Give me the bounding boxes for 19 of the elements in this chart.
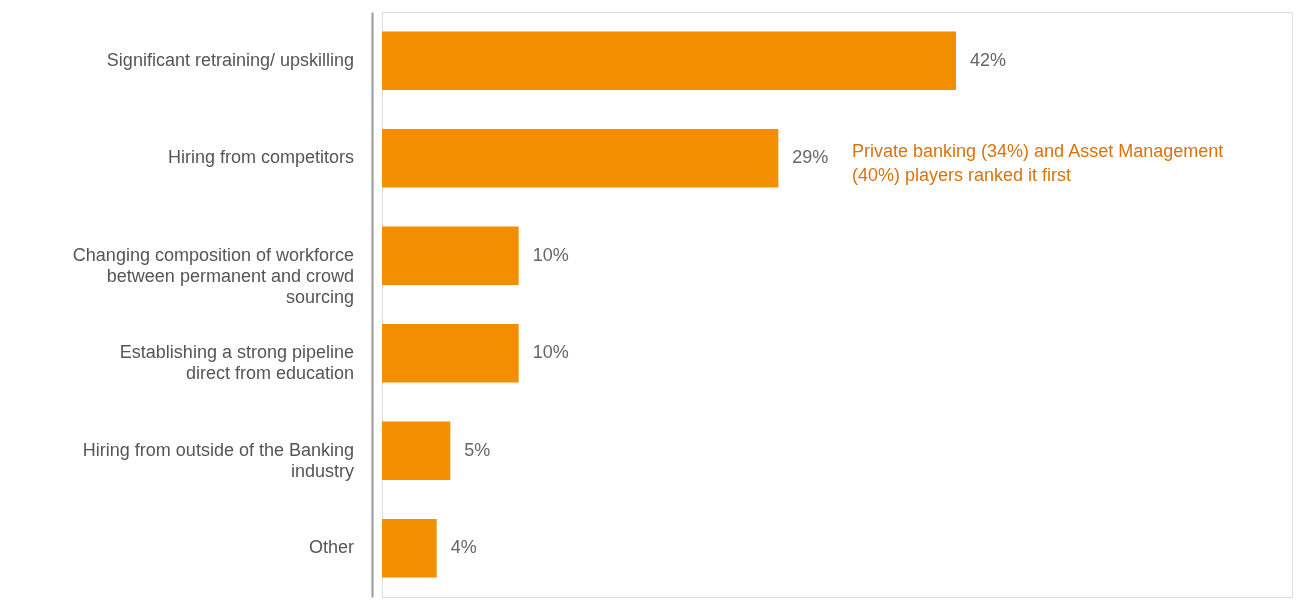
data-label: 42%	[970, 49, 1007, 70]
data-label: 5%	[464, 439, 491, 460]
y-tick-label: Hiring from competitors	[167, 147, 354, 168]
y-tick-label: Significant retraining/ upskilling	[106, 49, 354, 70]
y-tick-label: Establishing a strong pipeline direct from education	[119, 342, 354, 384]
data-label: 29%	[792, 147, 829, 168]
bar	[382, 519, 437, 578]
y-tick-label: Other	[308, 537, 354, 558]
bar	[382, 421, 451, 480]
bar	[382, 129, 779, 188]
annotation: Private banking (34%) and Asset Management (40%) players ranked it first	[852, 141, 1224, 185]
y-tick-label: Hiring from outside of the Banking industry	[82, 439, 354, 481]
data-label: 10%	[532, 342, 569, 363]
bar	[382, 226, 519, 285]
data-label: 10%	[532, 244, 569, 265]
bar	[382, 31, 956, 90]
bar	[382, 324, 519, 383]
data-label: 4%	[450, 537, 477, 558]
y-tick-label: Changing composition of workforce between permanent and crowd sourcing	[72, 244, 354, 307]
